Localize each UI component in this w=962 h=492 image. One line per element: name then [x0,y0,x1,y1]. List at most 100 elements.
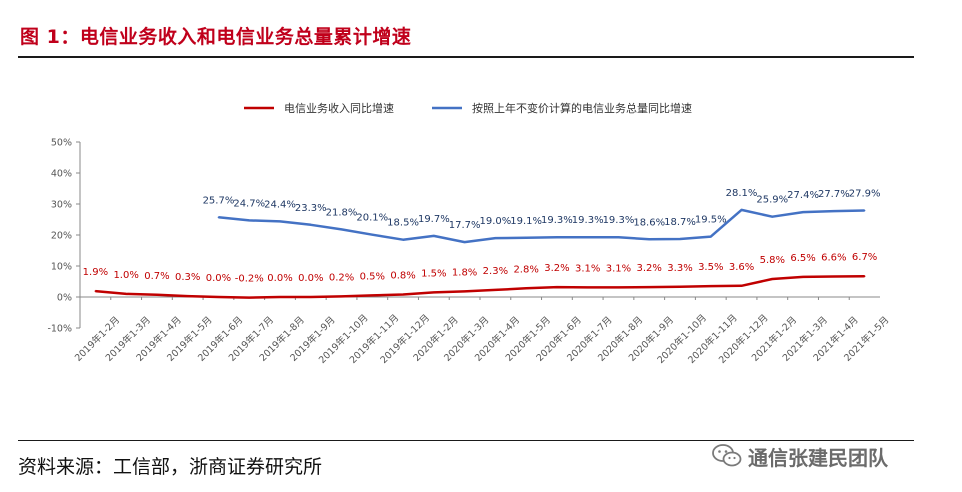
data-label: 0.8% [390,271,415,282]
data-label: 6.7% [852,252,877,263]
data-label: 3.6% [729,262,754,273]
data-label: 3.5% [698,262,723,273]
data-label: 0.0% [267,273,292,284]
top-rule [18,56,914,58]
data-point [709,285,712,287]
legend-label-revenue: 电信业务收入同比增速 [284,101,394,115]
data-point [371,294,374,297]
data-point [525,287,527,290]
series-revenue-growth: 1.9% 1.0% 0.7% 0.3% 0.0% -0.2% 0.0% 0.0% 0.2% 0.5… [83,252,877,299]
data-point [156,294,158,296]
data-point [217,216,220,219]
data-label: 1.5% [421,268,446,279]
y-tick-label: 40% [51,169,72,180]
data-point [125,293,127,295]
data-point [186,295,189,297]
data-point [740,285,743,287]
watermark-text: 通信张建民团队 [748,445,888,470]
data-point [863,275,866,278]
data-point [463,241,466,243]
data-label: 28.1% [726,188,758,199]
data-label: 0.7% [144,271,169,282]
data-point [586,286,589,289]
data-point [494,237,497,239]
data-point [463,290,466,293]
y-tick-label: 30% [51,200,72,211]
data-point [371,233,374,236]
data-label: 0.3% [175,272,200,283]
data-label: 27.9% [849,189,881,200]
data-label: 19.1% [510,216,542,227]
data-label: 0.0% [298,273,323,284]
series-line [218,208,865,244]
data-label: 3.2% [544,263,569,274]
y-tick-label: 0% [57,293,72,304]
data-point [340,228,343,231]
data-point [833,210,835,212]
y-tick-label: -10% [47,324,72,335]
data-point [340,295,343,298]
data-point [248,296,251,299]
data-label: 19.5% [695,215,727,226]
data-point [402,238,404,241]
axes: -10%0%10%20%30%40%50%2019年1-2月2019年1-3月2… [47,138,891,367]
data-label: 3.3% [667,263,692,274]
data-label: 18.7% [664,217,696,228]
data-point [279,220,281,223]
data-point [648,238,651,241]
data-label: 23.3% [295,203,327,214]
data-point [648,286,651,288]
data-point [679,238,681,240]
data-label: 2.3% [483,266,508,277]
data-label: 21.8% [326,207,358,218]
data-label: 24.7% [233,198,265,209]
data-label: 19.3% [541,215,573,226]
source-note: 资料来源：工信部，浙商证券研究所 [18,456,323,478]
data-point [217,296,220,298]
data-point [556,286,558,288]
data-label: 19.3% [603,215,635,226]
data-label: 25.9% [756,195,788,206]
data-label: 6.6% [821,253,846,264]
data-point [309,223,312,226]
data-point [248,219,251,222]
data-point [94,290,97,292]
data-point [833,275,835,278]
data-point [433,291,435,294]
data-label: 0.0% [206,273,231,284]
legend: 电信业务收入同比增速 按照上年不变价计算的电信业务总量同比增速 [244,101,692,115]
data-point [709,235,712,238]
data-label: 17.7% [449,220,481,231]
wechat-icon [712,444,742,467]
data-label: 3.1% [575,263,600,274]
data-label: 0.5% [360,271,385,282]
data-label: 19.3% [572,215,604,226]
data-label: 1.0% [113,270,138,281]
bottom-rule [18,440,914,441]
data-point [771,215,774,218]
data-point [556,236,558,238]
data-point [402,293,404,296]
figure-title: 图 1：电信业务收入和电信业务总量累计增速 [20,26,412,48]
data-label: 24.4% [264,199,296,210]
data-label: 1.8% [452,267,477,278]
data-point [802,211,804,213]
data-label: 3.1% [606,263,631,274]
y-tick-label: 10% [51,262,72,273]
data-point [309,296,312,298]
data-label: 2.8% [513,264,538,275]
data-label: 19.7% [418,214,450,225]
data-label: 20.1% [356,213,388,224]
data-label: 5.8% [760,255,785,266]
watermark: 通信张建民团队 [712,436,942,476]
data-point [679,285,681,288]
data-label: 19.0% [479,216,511,227]
data-label: 0.2% [329,272,354,283]
data-label: 1.9% [83,267,108,278]
data-label: 27.7% [818,189,850,200]
data-label: 25.7% [203,195,235,206]
data-point [525,236,527,239]
data-label: 18.6% [633,217,665,228]
data-point [617,286,620,289]
data-label: 6.5% [790,253,815,264]
